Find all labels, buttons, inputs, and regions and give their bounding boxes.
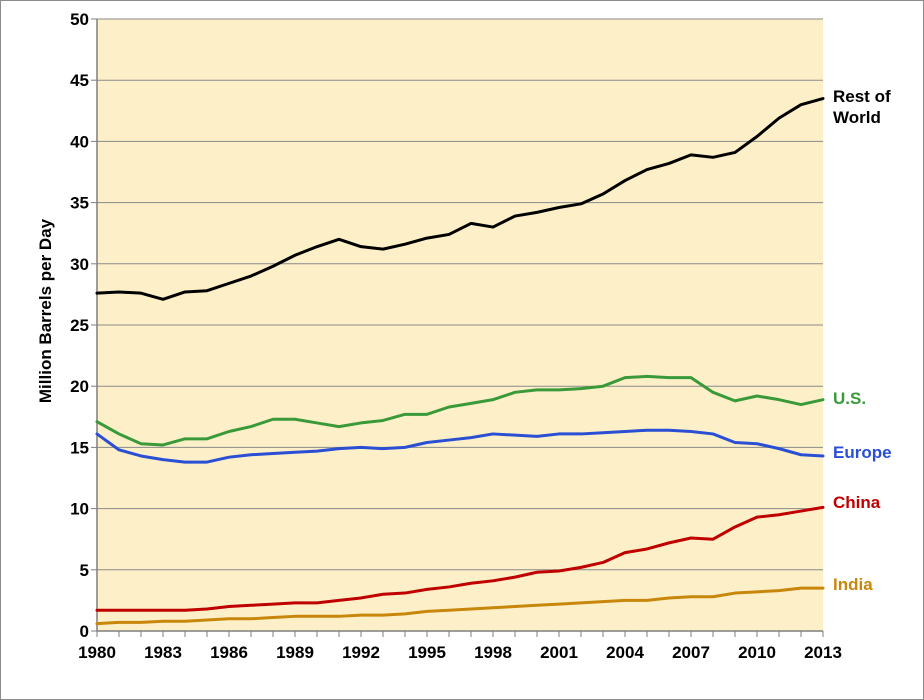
series-label: U.S. [833, 389, 866, 408]
series-label: China [833, 493, 881, 512]
series-lines [95, 97, 825, 626]
series-line-europe [95, 428, 825, 464]
x-tick-label: 1998 [474, 643, 512, 662]
series-label: India [833, 575, 873, 594]
x-axis-ticks: 1980 1983 1986 1989 1992 1995 1998 2001 2004 2007… [78, 631, 842, 662]
x-tick-label: 2004 [606, 643, 644, 662]
series-line-rest-of-world [95, 97, 825, 301]
series-label: World [833, 108, 881, 127]
y-axis-title: Million Barrels per Day [36, 218, 55, 403]
x-tick-label: 1986 [210, 643, 248, 662]
y-tick-label: 50 [70, 10, 89, 29]
x-tick-label: 1980 [78, 643, 116, 662]
x-tick-label: 1983 [144, 643, 182, 662]
gridlines [97, 18, 823, 571]
series-labels: Rest of World U.S. Europe China India [833, 87, 892, 594]
y-tick-label: 45 [70, 71, 89, 90]
series-label: Europe [833, 443, 892, 462]
x-tick-label: 1989 [276, 643, 314, 662]
x-tick-label: 2007 [672, 643, 710, 662]
y-tick-label: 15 [70, 438, 89, 457]
y-tick-label: 25 [70, 316, 89, 335]
x-tick-label: 2010 [738, 643, 776, 662]
y-tick-label: 0 [80, 622, 89, 641]
y-tick-label: 40 [70, 132, 89, 151]
y-tick-label: 35 [70, 194, 89, 213]
x-tick-label: 2001 [540, 643, 578, 662]
y-tick-label: 30 [70, 255, 89, 274]
series-label: Rest of [833, 87, 891, 106]
x-tick-label: 2013 [804, 643, 842, 662]
y-tick-label: 20 [70, 377, 89, 396]
y-tick-label: 5 [80, 561, 89, 580]
series-line-india [95, 586, 825, 626]
x-tick-label: 1992 [342, 643, 380, 662]
series-line-china [95, 505, 825, 612]
y-tick-label: 10 [70, 500, 89, 519]
series-line-u-s- [95, 374, 825, 447]
x-tick-label: 1995 [408, 643, 446, 662]
y-axis-ticks: 0 5 10 15 20 25 30 35 40 45 50 [70, 10, 97, 641]
